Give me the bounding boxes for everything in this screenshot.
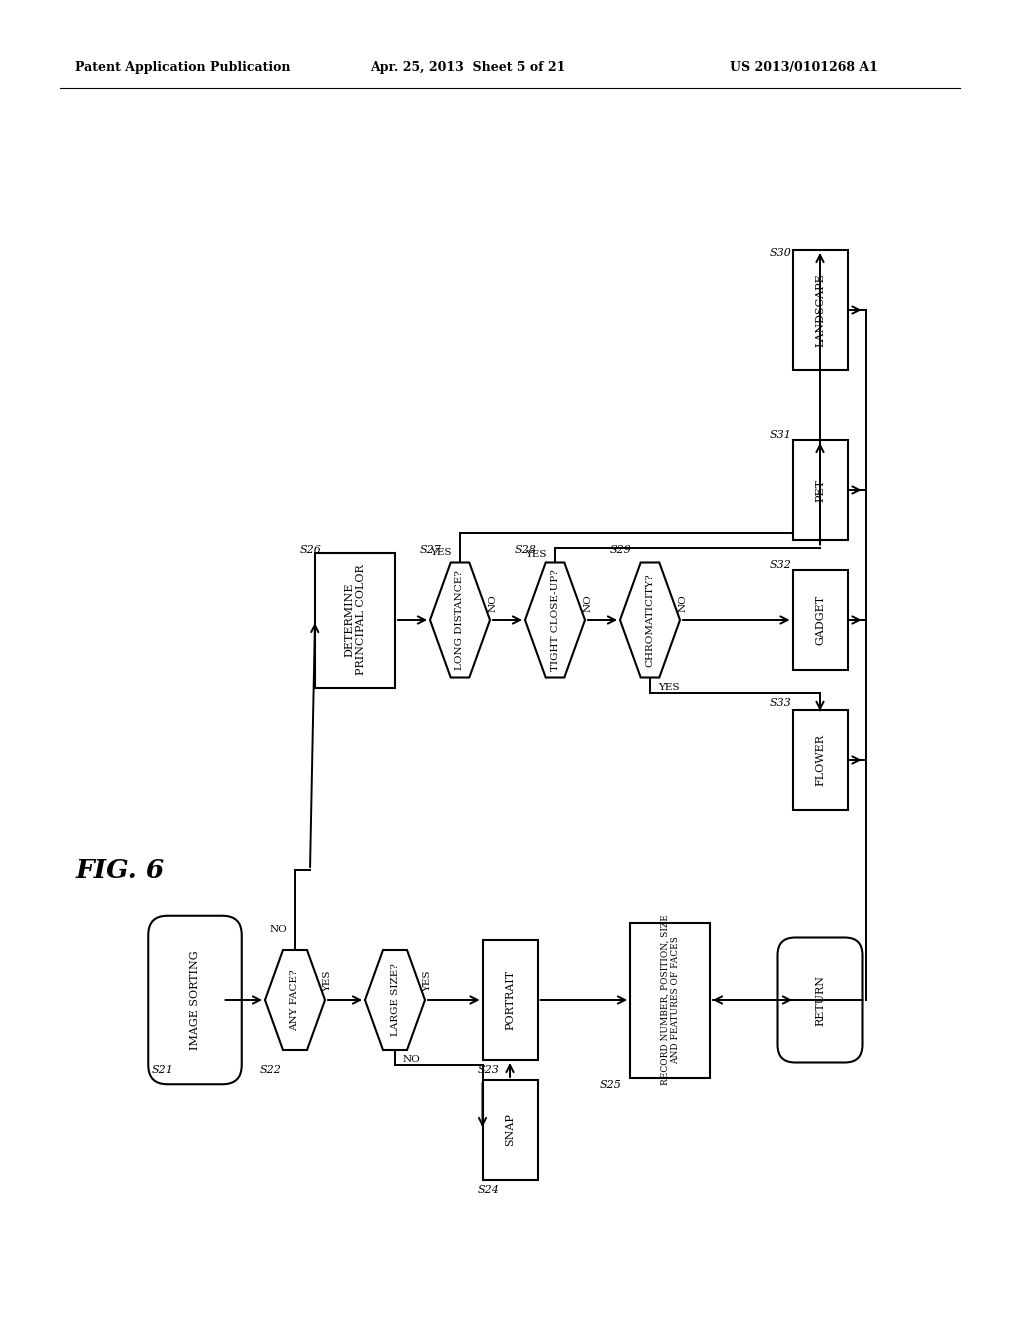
Polygon shape <box>620 562 680 677</box>
Text: Apr. 25, 2013  Sheet 5 of 21: Apr. 25, 2013 Sheet 5 of 21 <box>370 62 565 74</box>
Text: CHROMATICITY?: CHROMATICITY? <box>645 573 654 667</box>
Text: S30: S30 <box>770 248 792 257</box>
Text: S25: S25 <box>600 1080 622 1090</box>
Text: S21: S21 <box>152 1065 174 1074</box>
Text: NO: NO <box>679 594 687 612</box>
Text: S32: S32 <box>770 560 792 570</box>
Text: S33: S33 <box>770 698 792 708</box>
Text: US 2013/0101268 A1: US 2013/0101268 A1 <box>730 62 878 74</box>
Text: S27: S27 <box>420 545 442 554</box>
Bar <box>315 553 395 688</box>
Text: S22: S22 <box>260 1065 282 1074</box>
Text: GADGET: GADGET <box>815 595 825 645</box>
Text: RECORD NUMBER, POSITION, SIZE
AND FEATURES OF FACES: RECORD NUMBER, POSITION, SIZE AND FEATUR… <box>660 915 680 1085</box>
Text: YES: YES <box>525 550 547 558</box>
Text: S29: S29 <box>610 545 632 554</box>
Polygon shape <box>265 950 325 1049</box>
Text: SNAP: SNAP <box>505 1114 515 1147</box>
Text: LONG DISTANCE?: LONG DISTANCE? <box>456 570 465 671</box>
Text: YES: YES <box>430 548 452 557</box>
Text: IMAGE SORTING: IMAGE SORTING <box>190 950 200 1049</box>
Bar <box>793 710 848 810</box>
Bar <box>793 440 848 540</box>
Text: NO: NO <box>269 925 287 935</box>
Bar <box>482 940 538 1060</box>
Polygon shape <box>525 562 585 677</box>
Text: ANY FACE?: ANY FACE? <box>291 969 299 1031</box>
Text: DETERMINE
PRINCIPAL COLOR: DETERMINE PRINCIPAL COLOR <box>344 565 366 676</box>
Text: NO: NO <box>488 594 498 612</box>
Text: NO: NO <box>403 1055 421 1064</box>
Text: RETURN: RETURN <box>815 974 825 1026</box>
Bar <box>793 570 848 671</box>
Text: Patent Application Publication: Patent Application Publication <box>75 62 291 74</box>
Bar <box>793 249 848 370</box>
Text: YES: YES <box>324 970 333 993</box>
Polygon shape <box>365 950 425 1049</box>
Text: TIGHT CLOSE-UP?: TIGHT CLOSE-UP? <box>551 569 559 671</box>
FancyBboxPatch shape <box>148 916 242 1084</box>
Text: LANDSCAPE: LANDSCAPE <box>815 273 825 347</box>
FancyBboxPatch shape <box>777 937 862 1063</box>
Text: LARGE SIZE?: LARGE SIZE? <box>390 964 399 1036</box>
Text: YES: YES <box>424 970 432 993</box>
Text: FIG. 6: FIG. 6 <box>76 858 165 883</box>
Text: S31: S31 <box>770 430 792 440</box>
Text: S24: S24 <box>478 1185 500 1195</box>
Text: S28: S28 <box>515 545 537 554</box>
Text: S23: S23 <box>478 1065 500 1074</box>
Text: PET: PET <box>815 479 825 502</box>
Bar <box>630 923 710 1077</box>
Text: YES: YES <box>658 682 680 692</box>
Text: S26: S26 <box>300 545 322 554</box>
Polygon shape <box>430 562 490 677</box>
Text: NO: NO <box>584 594 593 612</box>
Text: FLOWER: FLOWER <box>815 734 825 785</box>
Bar <box>482 1080 538 1180</box>
Text: PORTRAIT: PORTRAIT <box>505 970 515 1030</box>
